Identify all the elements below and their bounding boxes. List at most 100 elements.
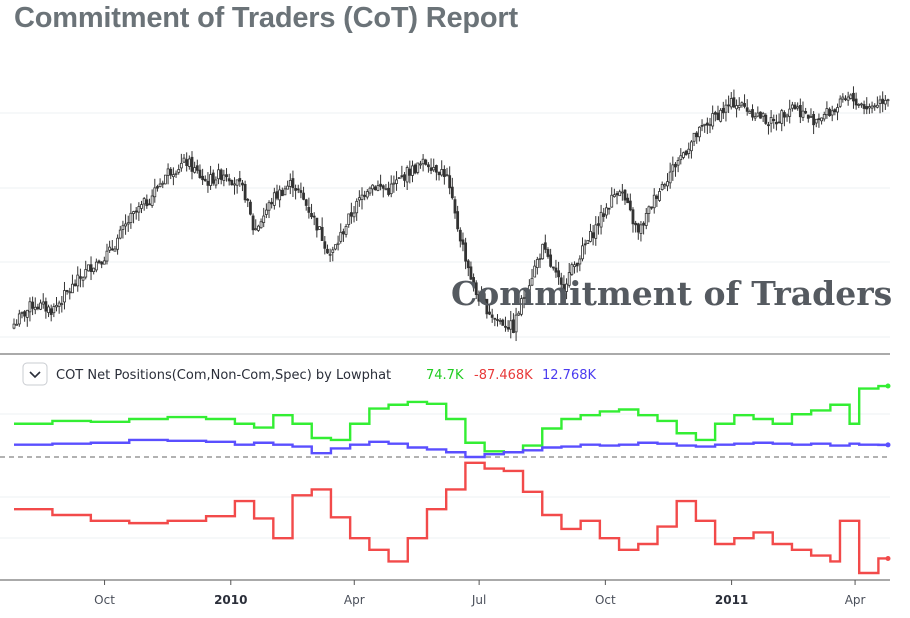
candle-body xyxy=(68,291,72,294)
candle-body xyxy=(299,190,303,193)
candle-body xyxy=(732,97,736,108)
candle-body xyxy=(315,217,319,231)
candle-body xyxy=(214,179,218,186)
candle-body xyxy=(65,289,69,292)
indicator-legend: COT Net Positions(Com,Non-Com,Spec) by L… xyxy=(22,362,596,386)
candle-body xyxy=(514,314,518,333)
candle-body xyxy=(690,141,693,152)
candle-body xyxy=(642,222,645,226)
candle-body xyxy=(753,116,757,119)
candle-body xyxy=(631,209,635,225)
candle-body xyxy=(206,180,210,186)
candle-body xyxy=(788,108,792,117)
candle-body xyxy=(41,301,45,305)
candle-body xyxy=(474,282,478,295)
candle-body xyxy=(822,114,826,120)
candle-body xyxy=(193,167,197,173)
candle-body xyxy=(148,203,151,206)
candle-body xyxy=(581,245,584,260)
candle-body xyxy=(238,178,242,182)
price-candles xyxy=(12,86,890,342)
candle-body xyxy=(424,159,428,165)
candle-body xyxy=(150,195,154,206)
candle-body xyxy=(291,178,295,189)
candle-body xyxy=(870,105,874,109)
candle-body xyxy=(676,160,680,166)
candle-body xyxy=(796,106,800,109)
candle-body xyxy=(288,180,292,187)
candle-body xyxy=(262,215,266,223)
candle-body xyxy=(607,207,611,210)
candle-body xyxy=(660,183,664,190)
candle-body xyxy=(137,206,141,213)
candle-body xyxy=(174,172,178,175)
candle-body xyxy=(610,194,614,208)
candle-body xyxy=(209,174,212,186)
candle-body xyxy=(179,162,183,169)
candle-body xyxy=(647,206,651,214)
candle-body xyxy=(400,175,404,178)
noncommercial-line xyxy=(14,461,888,575)
candle-body xyxy=(801,110,805,118)
candle-body xyxy=(557,270,560,278)
candle-body xyxy=(692,132,696,142)
legend-value-speculators: 12.768K xyxy=(542,368,596,383)
candle-body xyxy=(782,112,786,118)
candle-body xyxy=(31,301,34,309)
candle-body xyxy=(729,98,733,108)
chevron-down-icon[interactable] xyxy=(22,362,48,386)
candle-body xyxy=(538,258,542,260)
candle-body xyxy=(17,313,21,325)
candle-body xyxy=(71,283,74,294)
candle-body xyxy=(541,243,545,260)
candle-body xyxy=(543,242,547,250)
candle-body xyxy=(76,274,80,287)
candle-body xyxy=(63,290,66,303)
candle-body xyxy=(780,110,784,124)
candle-body xyxy=(182,157,186,163)
candle-body xyxy=(49,308,53,315)
candle-body xyxy=(437,172,441,176)
candle-body xyxy=(249,201,252,215)
candle-body xyxy=(302,192,305,200)
candle-body xyxy=(371,184,375,190)
candle-body xyxy=(403,174,406,181)
page-title: Commitment of Traders (CoT) Report xyxy=(14,2,518,34)
candle-body xyxy=(873,105,877,108)
candle-body xyxy=(549,254,553,267)
candle-body xyxy=(132,211,135,214)
candle-body xyxy=(790,104,794,109)
candle-body xyxy=(102,260,106,265)
candle-body xyxy=(73,283,77,287)
x-axis-ticks: Oct 2010 Apr Jul Oct 2011 Apr xyxy=(94,580,866,607)
x-tick-label: Oct xyxy=(595,593,616,607)
candle-body xyxy=(684,150,688,156)
legend-value-noncommercial: -87.468K xyxy=(474,368,533,383)
candle-body xyxy=(100,261,104,265)
candle-body xyxy=(620,191,624,194)
candle-body xyxy=(535,259,539,268)
candle-body xyxy=(310,213,313,218)
candle-body xyxy=(551,266,555,269)
candle-body xyxy=(129,212,133,223)
candle-body xyxy=(427,164,430,168)
candle-body xyxy=(211,172,215,184)
candle-body xyxy=(312,215,316,218)
candle-body xyxy=(272,192,276,206)
candle-body xyxy=(599,211,603,228)
series-last-point xyxy=(885,442,891,448)
candle-body xyxy=(320,226,324,241)
price-grid xyxy=(0,112,890,338)
cot-grid xyxy=(0,413,890,539)
candle-body xyxy=(793,104,797,110)
candle-body xyxy=(142,198,146,205)
candle-body xyxy=(761,113,765,117)
candle-body xyxy=(679,155,683,161)
cot-lines xyxy=(14,383,891,575)
candle-body xyxy=(110,248,114,251)
x-tick-label: Jul xyxy=(471,593,486,607)
candle-body xyxy=(397,177,401,179)
candle-body xyxy=(713,112,717,115)
candle-body xyxy=(201,175,205,181)
candle-body xyxy=(488,311,491,315)
